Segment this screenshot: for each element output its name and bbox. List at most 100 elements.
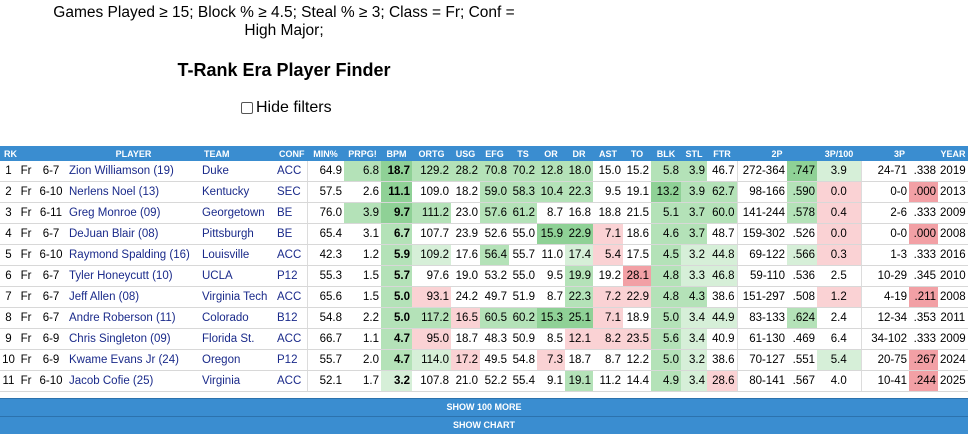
cell-to: 15.2 xyxy=(623,161,651,182)
col-header-2p[interactable]: 2P xyxy=(737,146,818,161)
col-header-player[interactable]: PLAYER xyxy=(67,146,200,161)
col-header-team[interactable]: TEAM xyxy=(200,146,275,161)
show-more-button[interactable]: SHOW 100 MORE xyxy=(0,398,968,416)
cell-conf[interactable]: P12 xyxy=(275,265,308,287)
cell-player[interactable]: Greg Monroe (09) xyxy=(67,202,200,224)
col-header-dr[interactable]: DR xyxy=(565,146,593,161)
cell-conf[interactable]: SEC xyxy=(275,181,308,203)
cell-ts: 55.0 xyxy=(509,265,537,287)
cell-team[interactable]: Pittsburgh xyxy=(200,223,275,245)
cell-player[interactable]: Nerlens Noel (13) xyxy=(67,181,200,203)
cell-conf[interactable]: B12 xyxy=(275,307,308,329)
cell-conf[interactable]: BE xyxy=(275,202,308,224)
cell-ts: 50.9 xyxy=(509,328,537,350)
cell-conf[interactable]: P12 xyxy=(275,349,308,371)
cell-ht: 6-10 xyxy=(35,181,67,203)
cell-ortg: 97.6 xyxy=(412,265,451,287)
cell-conf[interactable]: ACC xyxy=(275,286,308,308)
cell-player[interactable]: DeJuan Blair (08) xyxy=(67,223,200,245)
col-header-to[interactable]: TO xyxy=(623,146,651,161)
hide-filters-label[interactable]: Hide filters xyxy=(256,99,332,116)
cell-to: 19.1 xyxy=(623,181,651,203)
cell-bpm: 4.7 xyxy=(381,349,412,371)
cell-usg: 21.0 xyxy=(451,370,480,392)
col-header-ortg[interactable]: ORTG xyxy=(412,146,451,161)
cell-efg: 52.2 xyxy=(480,370,509,392)
col-header-efg[interactable]: EFG xyxy=(480,146,509,161)
col-header-or[interactable]: OR xyxy=(537,146,565,161)
cell-min: 54.8 xyxy=(307,307,344,329)
cell-three100: 5.4 xyxy=(817,349,862,371)
cell-ast: 7.1 xyxy=(593,307,623,329)
cell-three100: 2.4 xyxy=(817,307,862,329)
show-chart-button[interactable]: SHOW CHART xyxy=(0,416,968,434)
col-header-prpg[interactable]: PRPG! xyxy=(344,146,381,161)
col-header-min[interactable]: MIN% xyxy=(307,146,344,161)
table-row: 1 Fr 6-7 Zion Williamson (19) Duke ACC 64.9 6.8… xyxy=(0,161,968,182)
cell-threep: 0-0 xyxy=(861,181,910,203)
cell-or: 7.3 xyxy=(537,349,565,371)
cell-min: 55.7 xyxy=(307,349,344,371)
col-header-ast[interactable]: AST xyxy=(593,146,623,161)
cell-blk: 4.5 xyxy=(651,244,681,266)
col-header-ftr[interactable]: FTR xyxy=(707,146,737,161)
hide-filters-checkbox[interactable] xyxy=(241,102,253,114)
cell-ast: 19.2 xyxy=(593,265,623,287)
cell-team[interactable]: Florida St. xyxy=(200,328,275,350)
cell-conf[interactable]: ACC xyxy=(275,161,308,182)
cell-player[interactable]: Jacob Cofie (25) xyxy=(67,370,200,392)
col-header-bpm[interactable]: BPM xyxy=(381,146,412,161)
cell-prpg: 1.1 xyxy=(344,328,381,350)
cell-player[interactable]: Andre Roberson (11) xyxy=(67,307,200,329)
cell-conf[interactable]: ACC xyxy=(275,370,308,392)
cell-ast: 15.0 xyxy=(593,161,623,182)
col-header-stl[interactable]: STL xyxy=(681,146,707,161)
cell-stl: 3.9 xyxy=(681,181,707,203)
hide-filters-toggle[interactable]: Hide filters xyxy=(241,99,332,117)
cell-conf[interactable]: ACC xyxy=(275,244,308,266)
cell-team[interactable]: UCLA xyxy=(200,265,275,287)
cell-usg: 16.5 xyxy=(451,307,480,329)
cell-ht: 6-7 xyxy=(35,265,67,287)
cell-prpg: 2.6 xyxy=(344,181,381,203)
cell-team[interactable]: Oregon xyxy=(200,349,275,371)
cell-player[interactable]: Raymond Spalding (16) xyxy=(67,244,200,266)
cell-ortg: 129.2 xyxy=(412,161,451,182)
col-header-blk[interactable]: BLK xyxy=(651,146,681,161)
cell-blk: 4.9 xyxy=(651,370,681,392)
cell-player[interactable]: Chris Singleton (09) xyxy=(67,328,200,350)
col-header-usg[interactable]: USG xyxy=(451,146,480,161)
col-header-rk[interactable]: RK xyxy=(0,146,17,161)
col-header-ts[interactable]: TS xyxy=(509,146,537,161)
cell-team[interactable]: Louisville xyxy=(200,244,275,266)
cell-conf[interactable]: BE xyxy=(275,223,308,245)
cell-to: 18.9 xyxy=(623,307,651,329)
col-header-conf[interactable]: CONF xyxy=(275,146,307,161)
cell-blk: 4.8 xyxy=(651,286,681,308)
cell-player[interactable]: Jeff Allen (08) xyxy=(67,286,200,308)
col-header-3p100[interactable]: 3P/100 xyxy=(817,146,862,161)
cell-rk: 2 xyxy=(0,181,17,203)
cell-team[interactable]: Virginia Tech xyxy=(200,286,275,308)
cell-team[interactable]: Georgetown xyxy=(200,202,275,224)
cell-team[interactable]: Virginia xyxy=(200,370,275,392)
cell-efg: 53.2 xyxy=(480,265,509,287)
cell-team[interactable]: Kentucky xyxy=(200,181,275,203)
cell-year: 2010 xyxy=(938,265,968,287)
filter-summary-line1: Games Played ≥ 15; Block % ≥ 4.5; Steal … xyxy=(53,4,515,21)
cell-player[interactable]: Tyler Honeycutt (10) xyxy=(67,265,200,287)
cell-player[interactable]: Kwame Evans Jr (24) xyxy=(67,349,200,371)
cell-player[interactable]: Zion Williamson (19) xyxy=(67,161,200,182)
cell-team[interactable]: Duke xyxy=(200,161,275,182)
cell-rk: 11 xyxy=(0,370,17,392)
cell-threep: 2-6 xyxy=(861,202,910,224)
cell-efg: 56.4 xyxy=(480,244,509,266)
table-row: 5 Fr 6-10 Raymond Spalding (16) Louisville AC… xyxy=(0,244,968,266)
col-header-year[interactable]: YEAR xyxy=(938,146,968,161)
cell-conf[interactable]: ACC xyxy=(275,328,308,350)
cell-to: 17.5 xyxy=(623,244,651,266)
cell-ts: 60.2 xyxy=(509,307,537,329)
cell-threepct: .211 xyxy=(909,286,939,308)
col-header-3p[interactable]: 3P xyxy=(861,146,939,161)
cell-team[interactable]: Colorado xyxy=(200,307,275,329)
